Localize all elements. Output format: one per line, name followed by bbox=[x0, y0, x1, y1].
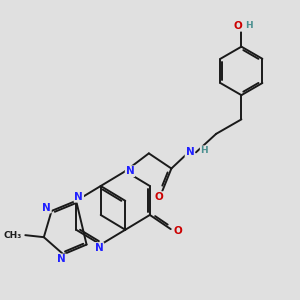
Text: N: N bbox=[126, 166, 134, 176]
Text: N: N bbox=[185, 147, 194, 158]
Text: N: N bbox=[74, 192, 83, 202]
Text: O: O bbox=[174, 226, 182, 236]
Text: H: H bbox=[201, 146, 208, 155]
Text: H: H bbox=[245, 21, 253, 30]
Text: O: O bbox=[234, 21, 242, 31]
Text: N: N bbox=[57, 254, 66, 264]
Text: CH₃: CH₃ bbox=[3, 231, 21, 240]
Text: N: N bbox=[95, 243, 103, 253]
Text: N: N bbox=[42, 202, 51, 213]
Text: O: O bbox=[154, 192, 163, 202]
